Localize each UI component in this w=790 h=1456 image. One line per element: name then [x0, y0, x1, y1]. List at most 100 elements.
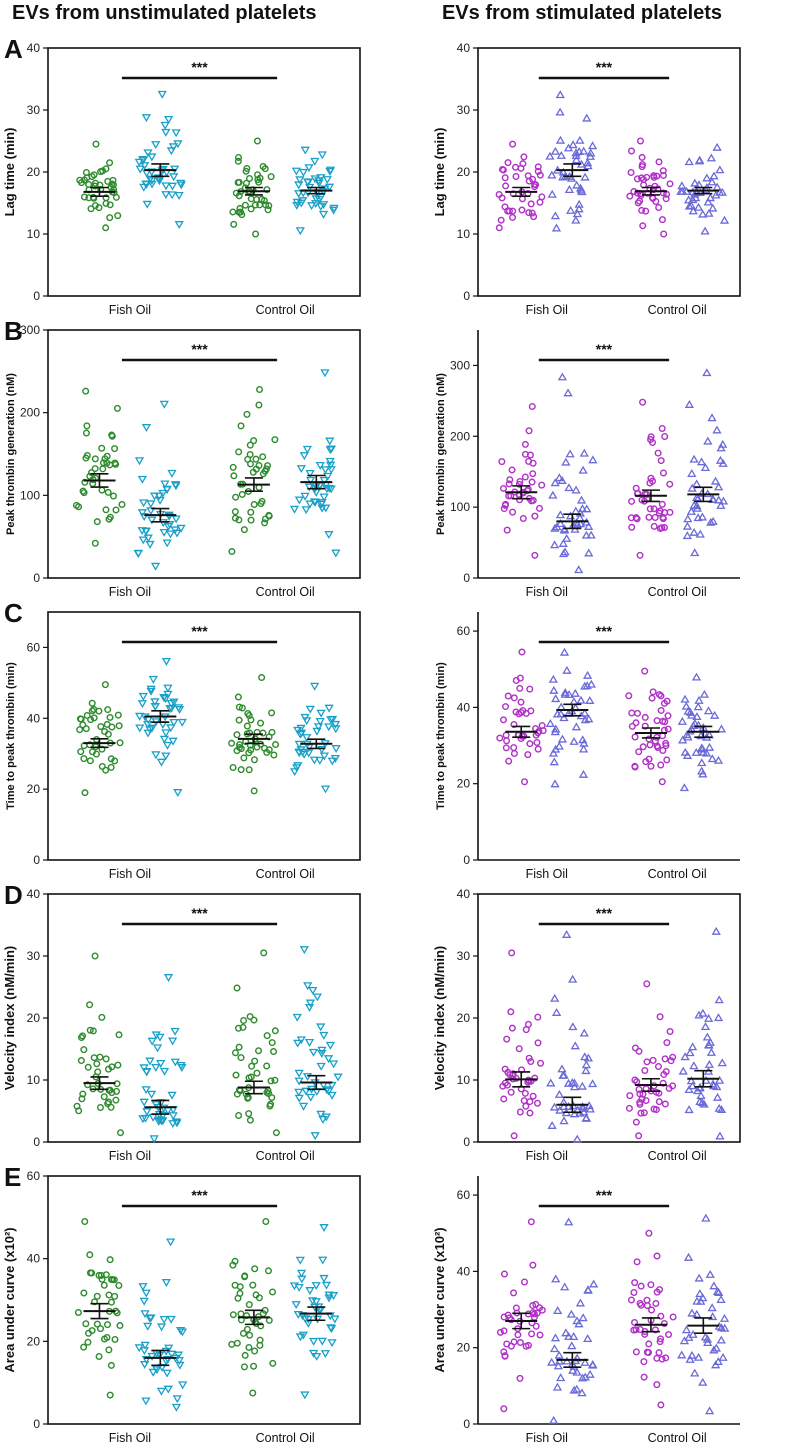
- left-column-title: EVs from unstimulated platelets: [12, 2, 317, 24]
- data-point-circle: [662, 195, 670, 203]
- data-point-circle: [643, 1302, 651, 1310]
- data-point-triangle: [141, 527, 151, 536]
- data-point-triangle: [685, 1048, 695, 1057]
- data-point-triangle: [677, 181, 687, 190]
- data-point-circle: [507, 1088, 515, 1096]
- data-point-triangle: [558, 539, 568, 547]
- data-point-triangle: [133, 550, 143, 558]
- data-point-circle: [625, 692, 633, 700]
- data-point-triangle: [294, 1077, 304, 1086]
- data-point-triangle: [304, 1003, 315, 1012]
- data-point-circle: [649, 688, 657, 696]
- data-point-circle: [108, 180, 116, 188]
- data-point-triangle: [329, 204, 339, 213]
- data-point-circle: [641, 722, 649, 730]
- chart-panel-a-stimulated: 0 10 20 30 40 Lag time (min) Fish Oil Control O…: [432, 41, 741, 317]
- data-point-circle: [246, 1013, 254, 1021]
- data-point-triangle: [138, 155, 148, 164]
- data-point-triangle: [550, 146, 561, 155]
- y-tick-label: 40: [27, 41, 41, 55]
- data-point-circle: [633, 175, 641, 183]
- data-point-circle: [94, 1068, 102, 1076]
- data-point-triangle: [137, 700, 148, 709]
- data-point-triangle: [563, 388, 573, 397]
- data-point-circle: [531, 183, 539, 191]
- data-point-triangle: [141, 114, 152, 123]
- data-point-triangle: [324, 1294, 334, 1303]
- data-point-circle: [247, 508, 255, 516]
- data-point-circle: [645, 513, 653, 521]
- chart-panel-d-stimulated: 0 10 20 30 40 Velocity index (nM/min) Fish Oil…: [432, 887, 741, 1163]
- data-point-triangle: [701, 1213, 711, 1222]
- data-point-circle: [263, 1088, 271, 1096]
- chart-panel-c-stimulated: 0 20 40 60 Time to peak thrombin (min) Fish O…: [435, 612, 740, 881]
- data-point-triangle: [140, 1360, 150, 1369]
- data-point-triangle: [147, 168, 157, 177]
- data-point-triangle: [327, 715, 338, 724]
- data-point-triangle: [300, 1391, 310, 1400]
- data-point-triangle: [325, 1041, 336, 1050]
- y-tick-label: 20: [27, 165, 41, 179]
- data-point-circle: [81, 789, 89, 797]
- y-tick-label: 30: [457, 949, 471, 963]
- data-point-circle: [531, 551, 539, 559]
- data-point-triangle: [561, 1328, 571, 1337]
- data-point-triangle: [565, 449, 575, 458]
- data-point-circle: [534, 163, 542, 171]
- data-point-triangle: [301, 506, 311, 515]
- data-point-triangle: [576, 695, 586, 704]
- data-point-circle: [524, 751, 532, 759]
- data-point-triangle: [165, 530, 176, 539]
- data-point-circle: [82, 429, 90, 437]
- data-point-triangle: [709, 710, 720, 719]
- data-point-circle: [645, 1340, 653, 1348]
- data-point-triangle: [175, 1326, 186, 1335]
- data-point-circle: [632, 484, 640, 492]
- data-point-triangle: [572, 180, 582, 189]
- data-point-circle: [639, 743, 647, 751]
- data-point-triangle: [316, 1062, 326, 1071]
- data-point-circle: [246, 729, 254, 737]
- data-point-circle: [246, 741, 254, 749]
- data-point-circle: [111, 1335, 119, 1343]
- data-point-triangle: [580, 708, 590, 717]
- data-point-circle: [250, 437, 258, 445]
- data-point-circle: [526, 685, 534, 693]
- data-point-triangle: [548, 748, 559, 757]
- data-point-triangle: [331, 745, 341, 753]
- data-point-triangle: [557, 1064, 567, 1073]
- data-point-triangle: [684, 1085, 694, 1094]
- data-point-circle: [233, 984, 241, 992]
- data-point-triangle: [166, 1238, 176, 1247]
- data-point-triangle: [311, 1298, 321, 1307]
- data-point-triangle: [325, 446, 335, 455]
- data-point-circle: [533, 1099, 541, 1107]
- data-point-circle: [102, 1271, 110, 1279]
- data-point-circle: [537, 1059, 545, 1067]
- data-point-circle: [633, 1258, 641, 1266]
- data-point-circle: [651, 1326, 659, 1334]
- data-point-circle: [235, 448, 243, 456]
- data-point-triangle: [716, 500, 726, 509]
- data-point-circle: [658, 524, 666, 532]
- data-point-circle: [531, 180, 539, 188]
- data-point-circle: [104, 488, 112, 496]
- data-point-triangle: [687, 1308, 697, 1317]
- data-point-triangle: [294, 1088, 304, 1097]
- data-point-circle: [519, 707, 527, 715]
- data-point-triangle: [549, 1415, 559, 1424]
- data-point-triangle: [549, 540, 560, 549]
- data-point-circle: [656, 507, 664, 515]
- data-point-triangle: [166, 724, 176, 733]
- y-tick-label: 0: [33, 571, 40, 585]
- panel-letter-e: E: [4, 1162, 22, 1192]
- y-tick-label: 0: [463, 571, 470, 585]
- y-tick-label: 10: [457, 1073, 471, 1087]
- data-point-circle: [517, 698, 525, 706]
- data-point-triangle: [582, 670, 593, 679]
- plot-frame: [47, 611, 361, 861]
- data-point-triangle: [569, 1109, 580, 1118]
- data-point-circle: [263, 1032, 271, 1040]
- data-point-triangle: [696, 1296, 706, 1305]
- data-point-circle: [97, 168, 105, 176]
